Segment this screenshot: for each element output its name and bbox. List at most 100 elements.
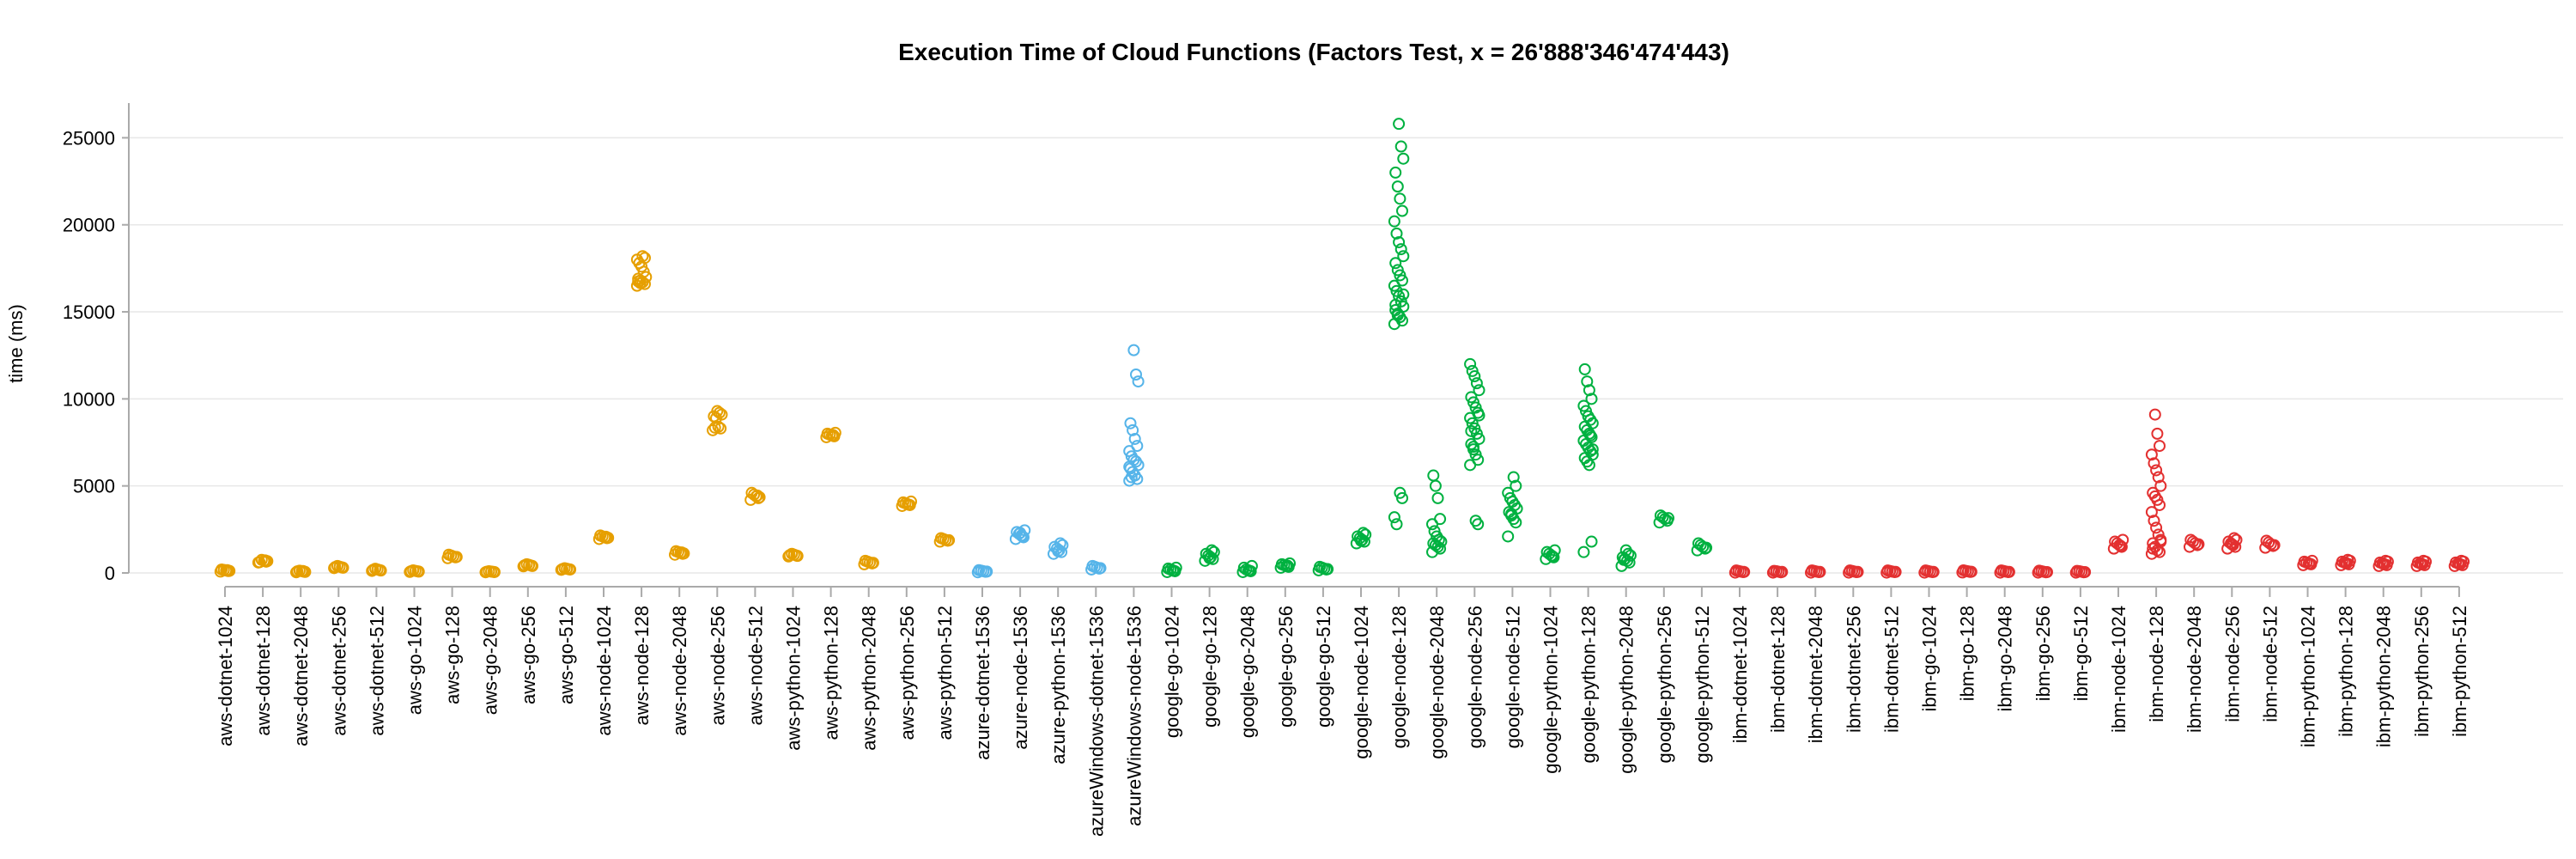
data-point <box>1467 441 1479 454</box>
y-axis-label: time (ms) <box>5 304 27 383</box>
data-point <box>1730 564 1743 577</box>
x-tick-label: google-node-128 <box>1388 606 1410 748</box>
x-tick-label: ibm-dotnet-256 <box>1843 606 1864 733</box>
y-tick-label: 20000 <box>63 215 115 236</box>
data-point <box>981 565 993 578</box>
data-point <box>2306 554 2318 567</box>
data-point <box>450 551 463 564</box>
data-point <box>488 565 501 578</box>
data-point <box>2117 533 2129 546</box>
data-point <box>1394 243 1407 256</box>
data-point <box>1505 508 1518 521</box>
data-point <box>714 422 727 435</box>
grid-lines <box>129 137 2563 574</box>
x-tick-label: aws-go-512 <box>556 606 577 704</box>
data-point <box>1389 257 1402 270</box>
data-point <box>2268 539 2281 551</box>
data-point <box>1206 544 1218 557</box>
data-point <box>2192 538 2205 551</box>
x-tick-label: aws-node-128 <box>631 606 653 725</box>
data-point <box>216 563 228 576</box>
x-tick-label: ibm-node-256 <box>2221 606 2243 722</box>
data-point <box>1427 469 1440 482</box>
data-point <box>1844 564 1856 577</box>
x-tick-label: google-go-512 <box>1313 606 1334 728</box>
data-point <box>1995 564 2008 577</box>
x-tick-label: google-python-256 <box>1654 606 1675 763</box>
x-tick-label: google-python-128 <box>1578 606 1600 763</box>
axes <box>128 103 2459 588</box>
data-point <box>1465 391 1478 404</box>
data-point <box>905 495 917 508</box>
data-point <box>1357 527 1370 539</box>
data-point <box>1586 443 1599 456</box>
data-point <box>480 565 493 578</box>
data-point <box>2114 539 2127 552</box>
data-point <box>1127 344 1140 356</box>
data-point <box>1806 564 1819 577</box>
data-point <box>1170 561 1182 574</box>
data-point <box>1851 565 1864 578</box>
data-point <box>1584 429 1597 442</box>
data-point <box>1131 440 1144 453</box>
y-axis-ticks: 0 5000 10000 15000 20000 25000 <box>63 127 129 584</box>
data-point <box>1469 515 1482 527</box>
data-point <box>2150 464 2163 477</box>
data-point <box>1507 471 1520 484</box>
x-tick-label: aws-dotnet-256 <box>328 606 349 736</box>
data-point <box>1396 204 1408 217</box>
data-point <box>1388 511 1400 524</box>
x-tick-label: ibm-go-128 <box>1957 606 1978 701</box>
data-point <box>2379 554 2392 567</box>
data-point <box>258 554 271 567</box>
data-point <box>973 564 986 576</box>
data-point <box>2154 479 2167 492</box>
data-point <box>367 564 380 576</box>
data-point <box>670 545 683 557</box>
data-point <box>1086 559 1099 572</box>
data-point <box>2032 564 2045 577</box>
data-point <box>791 550 804 563</box>
data-point <box>1889 565 1902 578</box>
data-point <box>2186 535 2199 548</box>
data-point <box>1389 298 1402 311</box>
x-tick-label: azureWindows-dotnet-1536 <box>1085 606 1107 837</box>
x-tick-label: ibm-node-512 <box>2259 606 2281 722</box>
data-point <box>1577 399 1590 412</box>
x-tick-label: aws-dotnet-128 <box>252 606 274 736</box>
x-tick-label: ibm-python-128 <box>2336 606 2357 737</box>
data-point <box>1393 235 1406 248</box>
x-tick-label: ibm-python-512 <box>2449 606 2470 737</box>
data-point <box>2154 440 2166 453</box>
data-point <box>329 561 342 574</box>
data-point <box>1390 518 1403 531</box>
x-tick-label: aws-go-1024 <box>404 606 426 715</box>
data-point <box>1014 527 1027 539</box>
data-point <box>1054 537 1066 550</box>
data-point <box>2079 565 2092 578</box>
data-point <box>1162 562 1175 575</box>
data-point <box>2377 557 2390 570</box>
data-point <box>2002 565 2015 578</box>
x-tick-label: google-go-256 <box>1275 606 1297 728</box>
x-tick-label: aws-node-1024 <box>593 606 615 736</box>
x-tick-label: aws-node-256 <box>707 606 728 725</box>
data-point <box>711 405 724 417</box>
data-point <box>859 554 872 567</box>
data-point <box>1393 118 1406 131</box>
data-point <box>1881 564 1894 577</box>
data-point <box>1473 384 1485 397</box>
data-point <box>1391 264 1404 277</box>
x-tick-label: google-go-2048 <box>1237 606 1259 738</box>
data-point <box>1132 375 1145 388</box>
data-point <box>1466 364 1479 377</box>
data-point <box>1502 486 1515 499</box>
data-point <box>1577 545 1590 558</box>
x-tick-label: google-python-1024 <box>1540 606 1562 774</box>
data-point <box>1585 393 1598 405</box>
data-point <box>1355 534 1367 547</box>
data-point <box>827 429 840 442</box>
data-point <box>1738 565 1751 578</box>
data-point <box>564 563 577 576</box>
x-tick-label: aws-python-1024 <box>783 606 805 751</box>
